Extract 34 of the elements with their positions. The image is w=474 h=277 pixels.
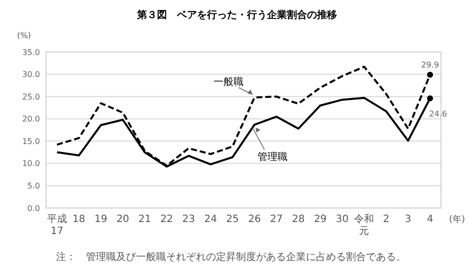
x-tick-label: 24 — [204, 214, 217, 225]
series-label: 管理職 — [257, 151, 288, 164]
x-tick-label: 29 — [314, 214, 327, 225]
x-tick-label: 30 — [336, 214, 349, 225]
x-tick-label: 2 — [382, 214, 390, 225]
y-tick-label: 5.0 — [27, 182, 40, 191]
series-label: 一般職 — [213, 76, 244, 88]
x-tick-label: 21 — [138, 214, 152, 225]
y-tick-label: 15.0 — [22, 136, 40, 146]
x-tick-label: 20 — [116, 214, 130, 225]
x-tick-label: 18 — [72, 214, 86, 225]
x-tick-label: 19 — [94, 214, 108, 225]
x-tick-label: 28 — [292, 214, 305, 225]
x-tick-label: 23 — [182, 214, 196, 225]
x-tick-label: 27 — [270, 214, 283, 225]
data-label: 29.9 — [421, 60, 439, 70]
data-label: 24.6 — [429, 109, 447, 118]
y-tick-label: 10.0 — [22, 159, 40, 168]
y-tick-label: 20.0 — [22, 114, 40, 124]
text: 注： 管理職及び一般職それぞれの定昇制度がある企業に占める割合である。 — [56, 251, 406, 263]
y-tick-label: 25.0 — [22, 92, 40, 102]
y-axis-title: (%) — [17, 31, 31, 40]
x-tick-label: 25 — [226, 214, 239, 225]
x-tick-label: 3 — [404, 214, 412, 225]
x-tick-label: 26 — [248, 214, 261, 225]
x-tick-label: 平成17 — [46, 213, 67, 237]
y-tick-label: 35.0 — [22, 48, 40, 57]
y-tick-label: 0.0 — [27, 204, 40, 213]
x-axis-title: (年) — [448, 214, 466, 225]
x-tick-label: 22 — [160, 214, 174, 225]
x-tick-label: 4 — [426, 214, 434, 225]
chart-title: 第３図 ベアを行った・行う企業割合の推移 — [136, 9, 337, 21]
x-tick-label: 令和元 — [354, 213, 374, 237]
y-tick-label: 30.0 — [22, 70, 40, 80]
